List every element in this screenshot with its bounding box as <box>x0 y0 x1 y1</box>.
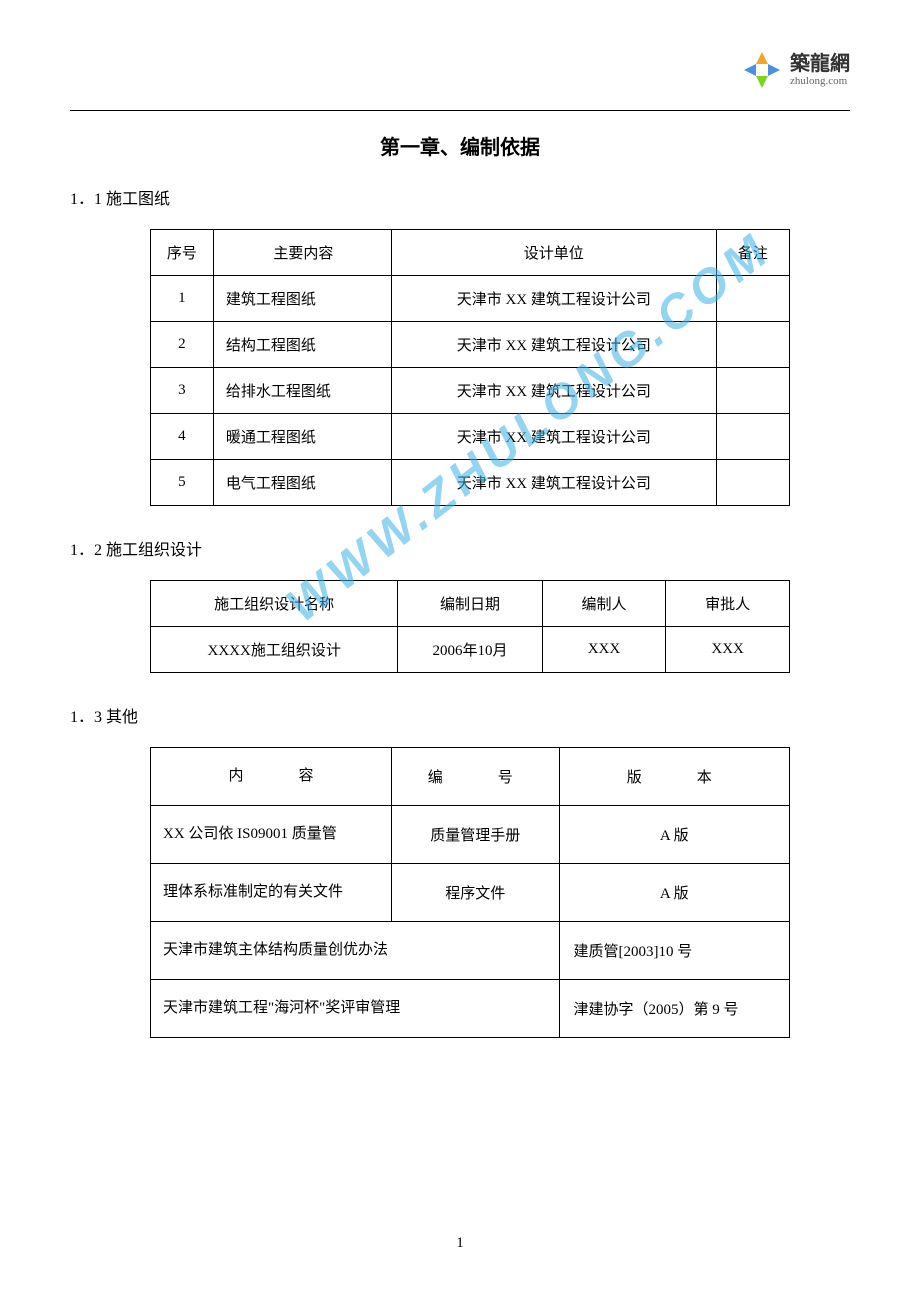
cell-seq: 2 <box>151 322 214 368</box>
th-note: 备注 <box>716 230 789 276</box>
th-date: 编制日期 <box>398 581 542 627</box>
table-header-row: 内 容 编 号 版 本 <box>151 748 790 806</box>
chapter-title: 第一章、编制依据 <box>70 131 850 160</box>
cell-note <box>716 322 789 368</box>
cell-note <box>716 276 789 322</box>
cell-seq: 1 <box>151 276 214 322</box>
cell-seq: 4 <box>151 414 214 460</box>
cell-content: 给排水工程图纸 <box>213 368 391 414</box>
cell-unit: 天津市 XX 建筑工程设计公司 <box>391 276 716 322</box>
table-header-row: 施工组织设计名称 编制日期 编制人 审批人 <box>151 581 790 627</box>
logo: 築龍網 zhulong.com <box>742 50 850 90</box>
cell-unit: 天津市 XX 建筑工程设计公司 <box>391 368 716 414</box>
table-drawings: 序号 主要内容 设计单位 备注 1 建筑工程图纸 天津市 XX 建筑工程设计公司… <box>150 229 790 506</box>
section-3-heading: 1．3 其他 <box>70 703 850 727</box>
cell-no: 程序文件 <box>391 864 559 922</box>
table-row: 4 暖通工程图纸 天津市 XX 建筑工程设计公司 <box>151 414 790 460</box>
page-number: 1 <box>0 1235 920 1252</box>
cell-name: XXXX施工组织设计 <box>151 627 398 673</box>
th-name: 施工组织设计名称 <box>151 581 398 627</box>
table-row: 理体系标准制定的有关文件 程序文件 A 版 <box>151 864 790 922</box>
cell-right: 建质管[2003]10 号 <box>559 922 789 980</box>
cell-author: XXX <box>542 627 666 673</box>
table-other: 内 容 编 号 版 本 XX 公司依 IS09001 质量管 质量管理手册 A … <box>150 747 790 1038</box>
th-ver: 版 本 <box>559 748 789 806</box>
cell-ver: A 版 <box>559 864 789 922</box>
cell-unit: 天津市 XX 建筑工程设计公司 <box>391 322 716 368</box>
table-row: 5 电气工程图纸 天津市 XX 建筑工程设计公司 <box>151 460 790 506</box>
th-seq: 序号 <box>151 230 214 276</box>
cell-seq: 3 <box>151 368 214 414</box>
cell-date: 2006年10月 <box>398 627 542 673</box>
table-org-design: 施工组织设计名称 编制日期 编制人 审批人 XXXX施工组织设计 2006年10… <box>150 580 790 673</box>
cell-approver: XXX <box>666 627 790 673</box>
cell-content: 结构工程图纸 <box>213 322 391 368</box>
cell-merged: 天津市建筑主体结构质量创优办法 <box>151 922 560 980</box>
table-row: 3 给排水工程图纸 天津市 XX 建筑工程设计公司 <box>151 368 790 414</box>
cell-unit: 天津市 XX 建筑工程设计公司 <box>391 460 716 506</box>
section-1-heading: 1．1 施工图纸 <box>70 185 850 209</box>
cell-no: 质量管理手册 <box>391 806 559 864</box>
cell-right: 津建协字（2005）第 9 号 <box>559 980 789 1038</box>
zhulong-logo-icon <box>742 50 782 90</box>
table-row: 1 建筑工程图纸 天津市 XX 建筑工程设计公司 <box>151 276 790 322</box>
cell-note <box>716 368 789 414</box>
logo-text: 築龍網 zhulong.com <box>790 53 850 87</box>
cell-ver: A 版 <box>559 806 789 864</box>
cell-content: 暖通工程图纸 <box>213 414 391 460</box>
table-header-row: 序号 主要内容 设计单位 备注 <box>151 230 790 276</box>
cell-note <box>716 460 789 506</box>
table-row: XXXX施工组织设计 2006年10月 XXX XXX <box>151 627 790 673</box>
th-author: 编制人 <box>542 581 666 627</box>
th-approver: 审批人 <box>666 581 790 627</box>
th-no: 编 号 <box>391 748 559 806</box>
cell-content: 建筑工程图纸 <box>213 276 391 322</box>
th-unit: 设计单位 <box>391 230 716 276</box>
table-row: 天津市建筑工程"海河杯"奖评审管理 津建协字（2005）第 9 号 <box>151 980 790 1038</box>
th-content: 主要内容 <box>213 230 391 276</box>
cell-content: XX 公司依 IS09001 质量管 <box>151 806 392 864</box>
page-container: 築龍網 zhulong.com 第一章、编制依据 1．1 施工图纸 序号 主要内… <box>0 0 920 1108</box>
logo-en: zhulong.com <box>790 75 850 87</box>
section-2-heading: 1．2 施工组织设计 <box>70 536 850 560</box>
table-row: 2 结构工程图纸 天津市 XX 建筑工程设计公司 <box>151 322 790 368</box>
header-divider <box>70 110 850 111</box>
table-row: 天津市建筑主体结构质量创优办法 建质管[2003]10 号 <box>151 922 790 980</box>
cell-content: 电气工程图纸 <box>213 460 391 506</box>
table-row: XX 公司依 IS09001 质量管 质量管理手册 A 版 <box>151 806 790 864</box>
cell-note <box>716 414 789 460</box>
logo-cn: 築龍網 <box>790 53 850 75</box>
th-content: 内 容 <box>151 748 392 806</box>
cell-seq: 5 <box>151 460 214 506</box>
cell-unit: 天津市 XX 建筑工程设计公司 <box>391 414 716 460</box>
cell-merged: 天津市建筑工程"海河杯"奖评审管理 <box>151 980 560 1038</box>
cell-content: 理体系标准制定的有关文件 <box>151 864 392 922</box>
